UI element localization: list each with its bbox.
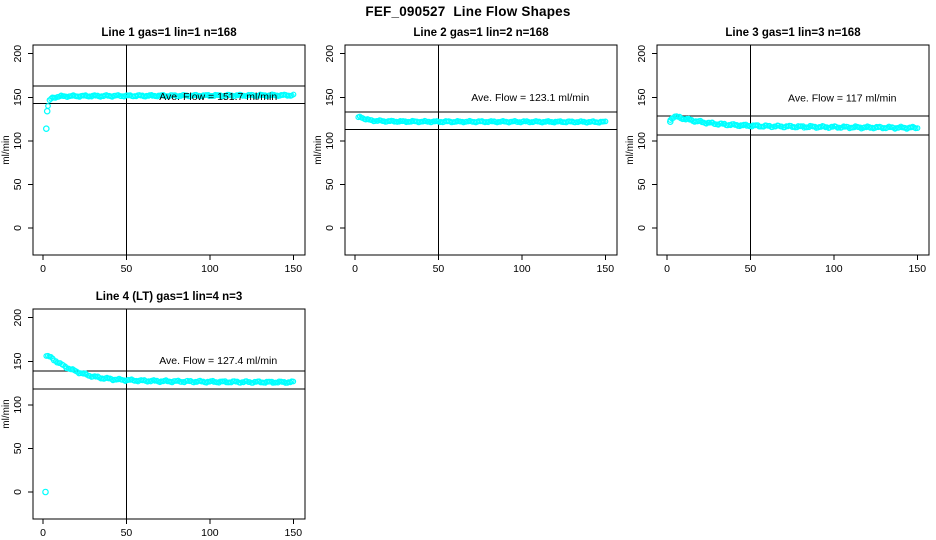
data-point (798, 123, 805, 129)
data-point (266, 378, 273, 385)
x-tick-label: 0 (40, 527, 46, 539)
data-point (804, 124, 811, 131)
y-tick-label: 150 (324, 88, 336, 106)
subplot-line-2: Line 2 gas=1 lin=2 n=168 0 50 100 150 0 50 100 1… (312, 22, 624, 276)
x-tick-label: 150 (597, 263, 615, 275)
x-tick-label: 100 (201, 263, 219, 275)
x-tick-label: 100 (825, 263, 843, 275)
y-tick-label: 50 (324, 178, 336, 190)
subplot-line-4: Line 4 (LT) gas=1 lin=4 n=3 0 50 100 150 0 50 1… (0, 286, 312, 540)
axis-labels: 0 50 100 150 0 50 100 150 200 ml/min (1, 45, 302, 275)
ave-flow-annotation: Ave. Flow = 127.4 ml/min (159, 355, 277, 367)
y-tick-label: 0 (324, 225, 336, 231)
y-tick-label: 200 (324, 45, 336, 63)
x-tick-label: 50 (745, 263, 757, 275)
y-tick-label: 0 (12, 225, 24, 231)
outlier-point (43, 107, 51, 115)
y-tick-label: 0 (636, 225, 648, 231)
plot-box (32, 44, 306, 256)
axis-labels: 0 50 100 150 0 50 100 150 200 ml/min (313, 45, 614, 275)
y-tick-label: 150 (636, 88, 648, 106)
y-tick-label: 200 (636, 45, 648, 63)
data-point (602, 118, 609, 125)
y-tick-label: 50 (636, 178, 648, 190)
data-point (914, 125, 921, 131)
plot-box (656, 44, 930, 256)
axes (652, 44, 930, 260)
data-point (204, 378, 211, 385)
y-tick-label: 0 (12, 489, 24, 495)
flow-series (42, 352, 297, 496)
x-tick-label: 150 (285, 527, 303, 539)
x-tick-label: 50 (121, 263, 133, 275)
axis-labels: 0 50 100 150 0 50 100 150 200 ml/min (625, 45, 926, 275)
y-tick-label: 150 (12, 352, 24, 370)
y-axis-label: ml/min (313, 135, 324, 164)
data-point (151, 377, 158, 384)
y-tick-label: 100 (12, 396, 24, 414)
y-tick-label: 200 (12, 45, 24, 63)
y-tick-label: 100 (636, 132, 648, 150)
flow-series (42, 91, 297, 132)
data-point (45, 103, 51, 109)
subplot-title: Line 1 gas=1 lin=1 n=168 (101, 27, 237, 39)
y-tick-label: 150 (12, 88, 24, 106)
data-point (273, 379, 279, 386)
y-tick-label: 100 (12, 132, 24, 150)
x-tick-label: 100 (201, 527, 219, 539)
outlier-point (666, 118, 674, 125)
plot-box (344, 44, 618, 256)
axes (28, 308, 306, 524)
x-tick-label: 0 (40, 263, 46, 275)
data-point (178, 379, 185, 385)
ave-flow-annotation: Ave. Flow = 123.1 ml/min (471, 92, 589, 104)
outlier-point (42, 125, 50, 132)
data-point (674, 113, 681, 120)
x-tick-label: 100 (513, 263, 531, 275)
axes (340, 44, 618, 260)
plots-grid: Line 1 gas=1 lin=1 n=168 0 50 100 150 0 50 100 1… (0, 22, 936, 540)
subplot-title: Line 4 (LT) gas=1 lin=4 n=3 (96, 291, 242, 303)
ave-flow-annotation: Ave. Flow = 151.7 ml/min (159, 91, 277, 103)
data-point (290, 378, 297, 385)
outlier-point (42, 488, 49, 496)
subplot-svg: Line 1 gas=1 lin=1 n=168 0 50 100 150 0 50 100 1… (1, 27, 306, 275)
subplot-line-1: Line 1 gas=1 lin=1 n=168 0 50 100 150 0 50 100 1… (0, 22, 312, 276)
flow-series (355, 113, 609, 126)
subplot-svg: Line 4 (LT) gas=1 lin=4 n=3 0 50 100 150 0 50 1… (1, 291, 306, 539)
x-tick-label: 150 (909, 263, 927, 275)
flow-series (666, 113, 921, 132)
y-tick-label: 200 (12, 309, 24, 327)
data-point (740, 121, 747, 128)
subplot-svg: Line 3 gas=1 lin=3 n=168 0 50 100 150 0 50 100 1… (625, 27, 930, 275)
axis-labels: 0 50 100 150 0 50 100 150 200 ml/min (1, 309, 302, 539)
data-point (685, 115, 692, 122)
y-tick-label: 50 (12, 442, 24, 454)
y-tick-label: 50 (12, 178, 24, 190)
data-point (697, 117, 704, 124)
x-tick-label: 150 (285, 263, 303, 275)
x-tick-label: 0 (352, 263, 358, 275)
y-tick-label: 100 (324, 132, 336, 150)
y-axis-label: ml/min (625, 135, 636, 164)
axes (28, 44, 306, 260)
subplot-line-3: Line 3 gas=1 lin=3 n=168 0 50 100 150 0 50 100 1… (624, 22, 936, 276)
data-point (893, 125, 899, 131)
y-axis-label: ml/min (1, 135, 12, 164)
x-tick-label: 50 (121, 527, 133, 539)
ave-flow-annotation: Ave. Flow = 117 ml/min (788, 93, 897, 105)
subplot-title: Line 3 gas=1 lin=3 n=168 (725, 27, 861, 39)
plot-box (32, 308, 306, 520)
subplot-title: Line 2 gas=1 lin=2 n=168 (413, 27, 549, 39)
x-tick-label: 50 (433, 263, 445, 275)
data-point (887, 124, 893, 131)
x-tick-label: 0 (664, 263, 670, 275)
subplot-svg: Line 2 gas=1 lin=2 n=168 0 50 100 150 0 50 100 1… (313, 27, 618, 275)
data-point (706, 119, 713, 126)
figure-title: FEF_090527 Line Flow Shapes (365, 4, 571, 19)
data-point (290, 91, 297, 98)
y-axis-label: ml/min (1, 399, 12, 428)
